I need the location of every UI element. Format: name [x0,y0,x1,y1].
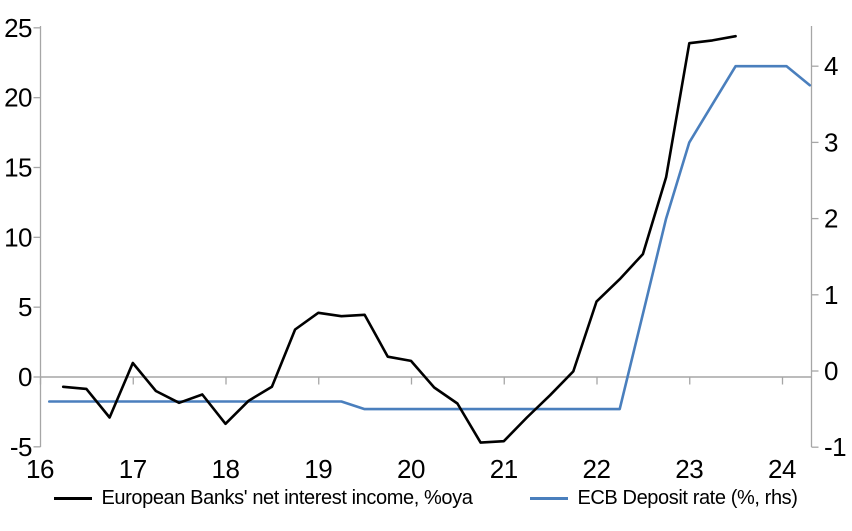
right-axis-tick-label: 2 [824,204,838,234]
x-axis-tick-label: 16 [26,454,54,484]
x-axis-tick-label: 19 [304,454,332,484]
right-axis-tick-label: 1 [824,280,838,310]
right-axis-tick-label: 0 [824,356,838,386]
left-axis-tick-label: 20 [4,83,32,113]
nii-series-line [61,34,737,444]
left-axis-tick-label: 5 [18,292,32,322]
left-axis-tick-label: 0 [18,362,32,392]
left-axis-tick-label: 10 [4,222,32,252]
legend: European Banks' net interest income, %oy… [0,487,852,510]
right-axis-tick-label: -1 [824,432,846,462]
x-axis-tick-label: 20 [397,454,425,484]
x-axis-tick-label: 23 [675,454,703,484]
left-axis-tick-label: 25 [4,13,32,43]
left-axis-tick-label: -5 [10,432,32,462]
left-axis-tick-label: 15 [4,152,32,182]
ecb-series-line [47,64,812,411]
legend-item-ecb: ECB Deposit rate (%, rhs) [530,487,798,510]
legend-item-nii: European Banks' net interest income, %oy… [54,487,473,510]
nii-legend-label: European Banks' net interest income, %oy… [101,487,473,509]
nii-line-swatch [54,497,93,500]
right-axis-tick-label: 3 [824,127,838,157]
ecb-line-swatch [530,497,569,500]
x-axis-tick-label: 18 [212,454,240,484]
x-axis-tick-label: 17 [119,454,147,484]
x-axis-tick-label: 21 [490,454,518,484]
ecb-legend-label: ECB Deposit rate (%, rhs) [577,487,798,509]
x-axis-tick-label: 24 [768,454,796,484]
x-axis-tick-label: 22 [583,454,611,484]
right-axis-tick-label: 4 [824,51,838,81]
